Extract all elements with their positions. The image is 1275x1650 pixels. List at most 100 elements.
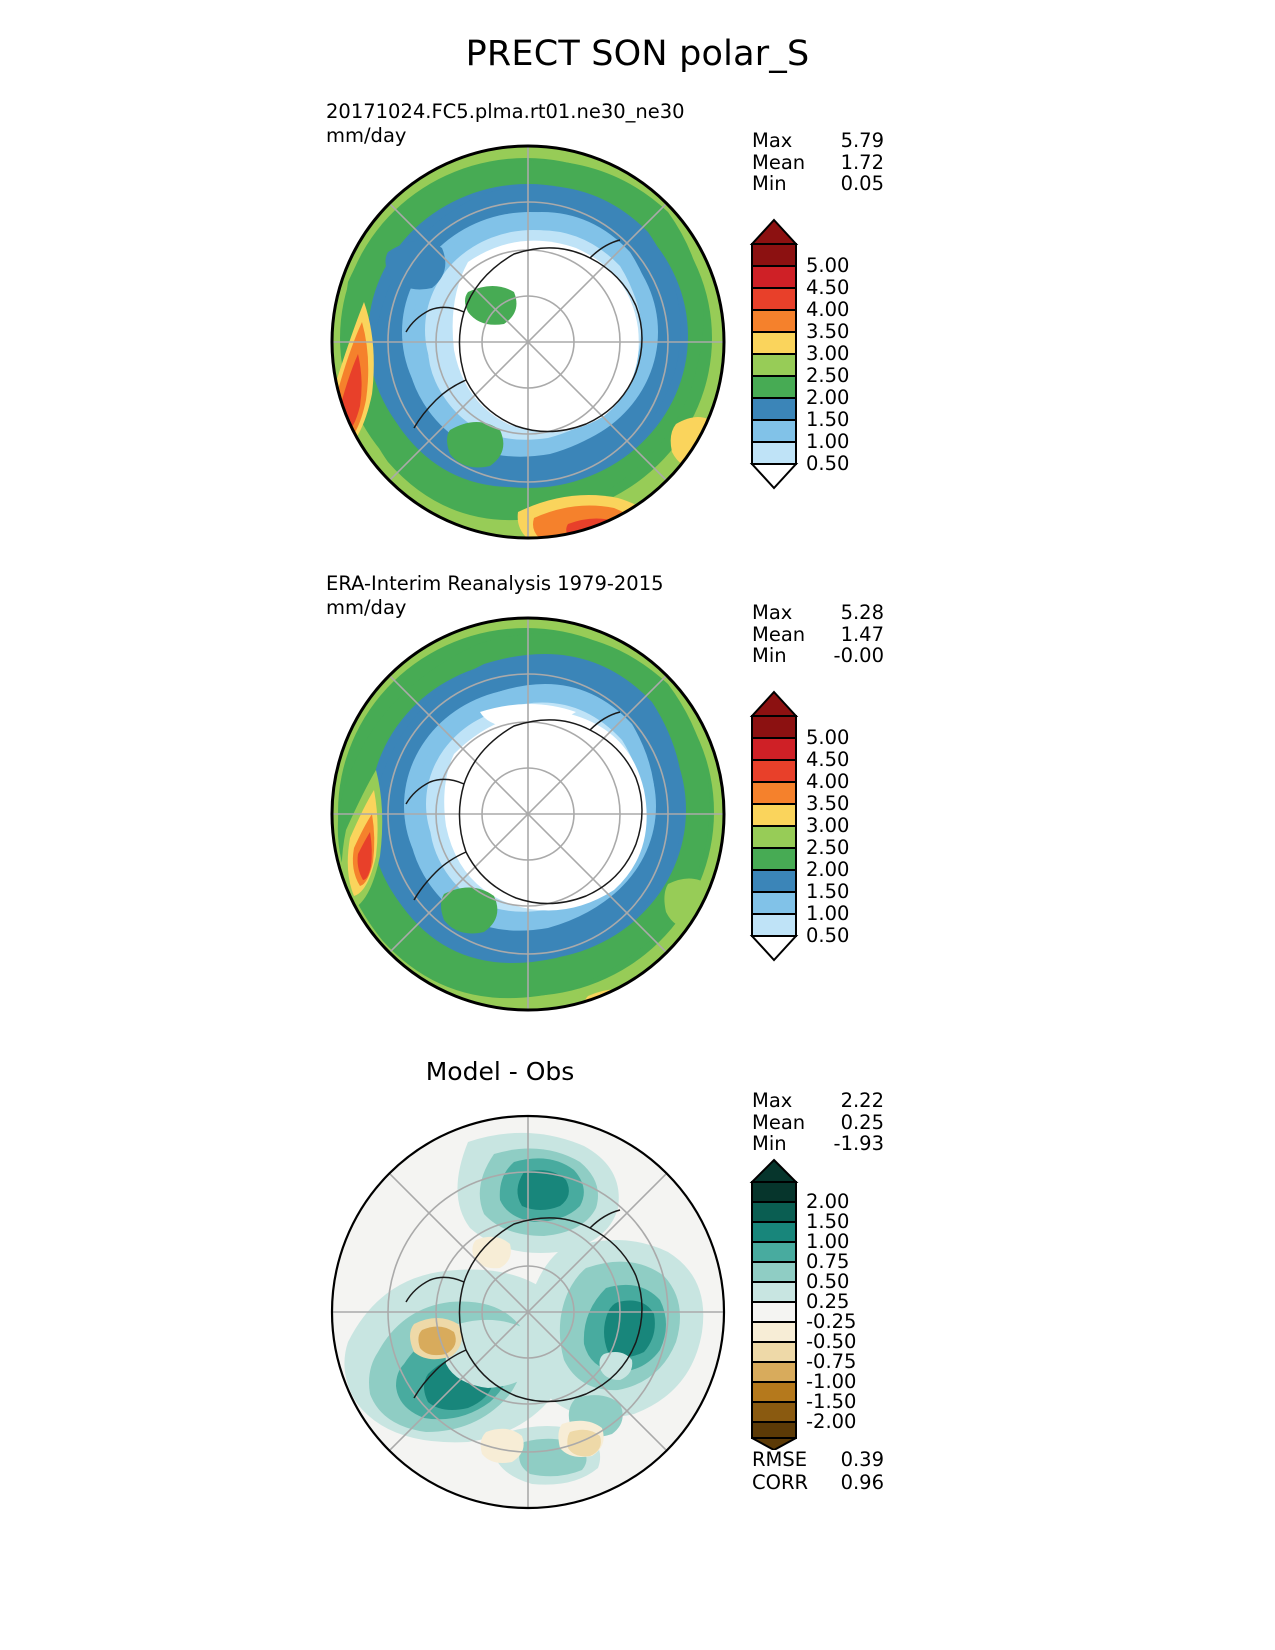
polar-map-model-svg <box>330 144 726 540</box>
stat-value-max: 5.79 <box>840 129 884 152</box>
panel-obs-caption: ERA-Interim Reanalysis 1979-2015 mm/day <box>326 572 664 620</box>
colorbar-difference: 2.00 1.50 1.00 0.75 0.50 0.25 -0.25 -0.5… <box>748 1158 856 1450</box>
stat-value-min: -1.93 <box>833 1132 884 1155</box>
polar-map-obs <box>318 604 738 1024</box>
map-outline-model <box>330 144 726 540</box>
panel-model-stats: Max 5.79 Mean 1.72 Min 0.05 <box>752 130 884 195</box>
cbar-tick: 1.50 <box>806 1210 850 1233</box>
cbar-tick: 4.00 <box>806 298 850 321</box>
cbar-tick: 2.00 <box>806 1190 850 1213</box>
panel-obs-stats: Max 5.28 Mean 1.47 Min -0.00 <box>752 602 884 667</box>
stat-label-max: Max <box>752 129 793 152</box>
graticule-model <box>332 146 724 538</box>
cbar-tick: -2.00 <box>806 1410 857 1433</box>
colorbar-obs: 5.00 4.50 4.00 3.50 3.00 2.50 2.00 1.50 … <box>748 690 849 962</box>
cbar-tick: 3.00 <box>806 814 850 837</box>
cbar-tick: -1.00 <box>806 1370 857 1393</box>
cbar-tick: 5.00 <box>806 726 850 749</box>
cbar-tick: 3.50 <box>806 792 850 815</box>
cbar-tick: -0.75 <box>806 1350 857 1373</box>
cbar-tick: 5.00 <box>806 254 850 277</box>
cbar-tick: -0.50 <box>806 1330 857 1353</box>
cbar-tick: 0.50 <box>806 452 850 475</box>
stat-label-mean: Mean <box>752 622 806 646</box>
stat-value-mean: 0.25 <box>840 1110 884 1134</box>
stat-row-min: Min -1.93 <box>752 1133 884 1155</box>
stat-value-mean: 1.72 <box>840 150 884 174</box>
panel-difference-stats: Max 2.22 Mean 0.25 Min -1.93 <box>752 1090 884 1155</box>
stat-value-min: -0.00 <box>833 644 884 667</box>
stat-row-mean: Mean 1.72 <box>752 150 884 174</box>
colorbar-model: 5.00 4.50 4.00 3.50 3.00 2.50 2.00 1.50 … <box>748 218 849 490</box>
panel-difference-title: Model - Obs <box>425 1057 575 1086</box>
polar-map-difference-svg <box>330 1114 726 1510</box>
stat-row-max: Max 5.28 <box>752 602 884 624</box>
stat-value-max: 2.22 <box>840 1089 884 1112</box>
stat-label-min: Min <box>752 1132 787 1155</box>
metric-row-rmse: RMSE 0.39 <box>752 1448 884 1471</box>
map-outline-difference <box>330 1114 726 1510</box>
cbar-tick: 3.00 <box>806 342 850 365</box>
cbar-tick: 4.00 <box>806 770 850 793</box>
panel-model-dataset: 20171024.FC5.plma.rt01.ne30_ne30 <box>326 100 685 123</box>
cbar-tick: 1.50 <box>806 880 850 903</box>
coastline-difference <box>405 1209 643 1403</box>
stat-label-max: Max <box>752 601 793 624</box>
stat-row-max: Max 2.22 <box>752 1090 884 1112</box>
graticule-difference <box>332 1116 724 1508</box>
stat-label-mean: Mean <box>752 1110 806 1134</box>
metric-value-corr: 0.96 <box>840 1471 884 1494</box>
panel-model-units: mm/day <box>326 124 407 147</box>
cbar-tick: 2.50 <box>806 836 850 859</box>
cbar-tick: 2.00 <box>806 858 850 881</box>
panel-difference-caption: Model - Obs <box>0 1057 1000 1086</box>
colorbar-cap-bottom <box>749 463 799 490</box>
colorbar-cap-top <box>749 218 799 245</box>
stat-row-mean: Mean 0.25 <box>752 1110 884 1134</box>
cbar-tick: 2.00 <box>806 386 850 409</box>
cbar-tick: 1.00 <box>806 430 850 453</box>
polar-map-model <box>318 132 738 552</box>
cbar-tick: 1.00 <box>806 1230 850 1253</box>
cbar-tick: 0.25 <box>806 1290 850 1313</box>
cbar-tick: 4.50 <box>806 276 850 299</box>
cbar-tick: 0.50 <box>806 1270 850 1293</box>
stat-label-min: Min <box>752 644 787 667</box>
metric-value-rmse: 0.39 <box>840 1448 884 1471</box>
cbar-tick: 0.50 <box>806 924 850 947</box>
colorbar-cap-bottom <box>751 1437 797 1450</box>
cbar-tick: 4.50 <box>806 748 850 771</box>
cbar-tick: 0.75 <box>806 1250 850 1273</box>
colorbar-cap-top <box>749 1158 799 1183</box>
cbar-tick: -1.50 <box>806 1390 857 1413</box>
page-title: PRECT SON polar_S <box>465 34 810 74</box>
polar-map-difference <box>318 1102 738 1522</box>
colorbar-cap-bottom <box>749 935 799 962</box>
stat-row-mean: Mean 1.47 <box>752 622 884 646</box>
stat-label-max: Max <box>752 1089 793 1112</box>
metric-label-rmse: RMSE <box>752 1448 808 1471</box>
stat-row-min: Min 0.05 <box>752 173 884 195</box>
coastline-model <box>405 239 643 433</box>
stat-row-min: Min -0.00 <box>752 645 884 667</box>
graticule-obs <box>332 618 724 1010</box>
panel-model-caption: 20171024.FC5.plma.rt01.ne30_ne30 mm/day <box>326 100 685 148</box>
panel-obs-units: mm/day <box>326 596 407 619</box>
colorbar-model-swatches <box>749 218 799 490</box>
cbar-tick: 1.50 <box>806 408 850 431</box>
cbar-tick: 3.50 <box>806 320 850 343</box>
cbar-tick: 1.00 <box>806 902 850 925</box>
stat-value-min: 0.05 <box>840 172 884 195</box>
metric-row-corr: CORR 0.96 <box>752 1471 884 1494</box>
coastline-obs <box>405 711 643 905</box>
stat-value-max: 5.28 <box>840 601 884 624</box>
cbar-tick: 2.50 <box>806 364 850 387</box>
stat-label-min: Min <box>752 172 787 195</box>
map-outline-obs <box>330 616 726 1012</box>
stat-value-mean: 1.47 <box>840 622 884 646</box>
footer-error-metrics: RMSE 0.39 CORR 0.96 <box>752 1448 884 1494</box>
stat-row-max: Max 5.79 <box>752 130 884 152</box>
metric-label-corr: CORR <box>752 1471 809 1494</box>
panel-obs-dataset: ERA-Interim Reanalysis 1979-2015 <box>326 572 664 595</box>
cbar-tick: -0.25 <box>806 1310 857 1333</box>
